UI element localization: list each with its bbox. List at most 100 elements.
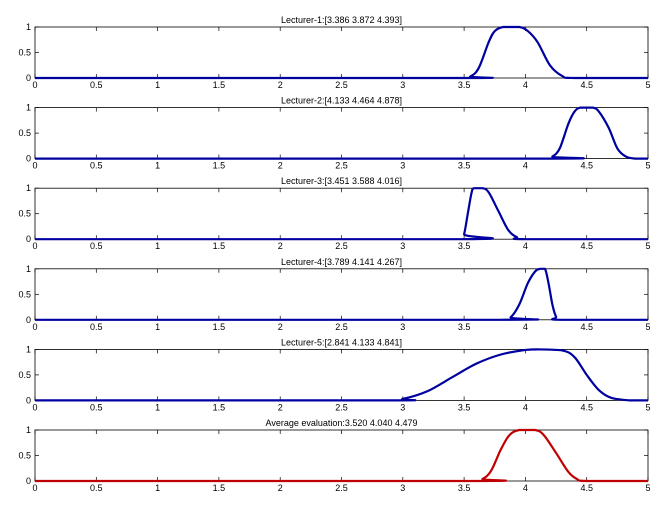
x-tick-label: 3 (400, 241, 405, 251)
x-tick-label: 1 (155, 483, 160, 493)
subplot-3: Lecturer-3:[3.451 3.588 4.016] 0 0.5 1 1.5 2 2… (18, 176, 650, 251)
plot-area (34, 429, 649, 482)
x-tick-label: 1.5 (213, 241, 226, 251)
y-tick-label: 1 (26, 183, 31, 193)
y-tick-label: 0 (26, 476, 31, 486)
x-tick-label: 3.5 (458, 241, 471, 251)
x-tick-label: 5 (645, 80, 650, 90)
x-tick-label: 1 (155, 241, 160, 251)
y-tick-label: 0.5 (18, 48, 31, 58)
x-tick-label: 2 (278, 241, 283, 251)
x-tick-label: 2 (278, 161, 283, 171)
x-tick-label: 1.5 (213, 80, 226, 90)
x-tick-label: 4.5 (580, 241, 593, 251)
x-tick-label: 2 (278, 483, 283, 493)
x-tick-label: 0.5 (90, 80, 103, 90)
x-tick-label: 1.5 (213, 483, 226, 493)
x-tick-label: 4 (523, 80, 528, 90)
x-tick-label: 4 (523, 322, 528, 332)
x-tick-label: 0.5 (90, 322, 103, 332)
y-tick-label: 0.5 (18, 209, 31, 219)
x-tick-label: 0.5 (90, 161, 103, 171)
y-tick-label: 0.5 (18, 289, 31, 299)
x-tick-label: 4 (523, 402, 528, 412)
membership-line (35, 187, 648, 241)
x-tick-label: 2.5 (335, 402, 348, 412)
subplot-1: Lecturer-1:[3.386 3.872 4.393] 0 0.5 1 1.5 2 2… (18, 15, 650, 90)
chart-title: Lecturer-5:[2.841 4.133 4.841] (281, 337, 402, 347)
x-tick-label: 4 (523, 483, 528, 493)
y-tick-label: 0 (26, 234, 31, 244)
chart-title: Lecturer-2:[4.133 4.464 4.878] (281, 96, 402, 106)
subplot-2: Lecturer-2:[4.133 4.464 4.878] 0 0.5 1 1.5 2 2… (18, 96, 650, 171)
plot-area (34, 26, 649, 79)
x-tick-label: 1.5 (213, 402, 226, 412)
membership-line (35, 267, 648, 321)
membership-line (35, 106, 648, 160)
y-tick-label: 0.5 (18, 128, 31, 138)
x-tick-label: 2.5 (335, 80, 348, 90)
y-tick-label: 0 (26, 395, 31, 405)
y-tick-label: 1 (26, 264, 31, 274)
x-tick-label: 0 (32, 241, 37, 251)
x-tick-label: 3 (400, 80, 405, 90)
membership-line (35, 348, 648, 402)
x-tick-label: 2 (278, 402, 283, 412)
chart-title: Lecturer-4:[3.789 4.141 4.267] (281, 257, 402, 267)
y-tick-label: 1 (26, 103, 31, 113)
x-tick-label: 3 (400, 483, 405, 493)
x-tick-label: 1 (155, 161, 160, 171)
x-tick-label: 3.5 (458, 161, 471, 171)
x-tick-label: 0 (32, 161, 37, 171)
x-tick-label: 5 (645, 402, 650, 412)
y-tick-label: 0.5 (18, 370, 31, 380)
x-tick-label: 0.5 (90, 241, 103, 251)
x-tick-label: 4 (523, 161, 528, 171)
x-tick-label: 3 (400, 161, 405, 171)
x-tick-label: 4.5 (580, 402, 593, 412)
y-tick-label: 1 (26, 344, 31, 354)
x-tick-label: 0.5 (90, 402, 103, 412)
x-tick-label: 2.5 (335, 241, 348, 251)
subplot-5: Lecturer-5:[2.841 4.133 4.841] 0 0.5 1 1.5 2 2… (18, 337, 650, 412)
membership-line (35, 428, 648, 483)
y-tick-label: 1 (26, 425, 31, 435)
subplot-4: Lecturer-4:[3.789 4.141 4.267] 0 0.5 1 1.5 2 2… (18, 257, 650, 332)
x-tick-label: 3.5 (458, 80, 471, 90)
x-tick-label: 1.5 (213, 161, 226, 171)
x-tick-label: 4.5 (580, 322, 593, 332)
x-tick-label: 3 (400, 402, 405, 412)
x-tick-label: 2 (278, 80, 283, 90)
x-tick-label: 4 (523, 241, 528, 251)
chart-title: Average evaluation:3.520 4.040 4.479 (266, 418, 418, 428)
plot-area (34, 187, 649, 240)
x-tick-label: 1 (155, 80, 160, 90)
x-tick-label: 5 (645, 161, 650, 171)
y-tick-label: 1 (26, 22, 31, 32)
x-tick-label: 4.5 (580, 80, 593, 90)
x-tick-label: 3 (400, 322, 405, 332)
x-tick-label: 0 (32, 483, 37, 493)
x-tick-label: 1 (155, 322, 160, 332)
y-tick-label: 0 (26, 73, 31, 83)
x-tick-label: 4.5 (580, 483, 593, 493)
x-tick-label: 2.5 (335, 322, 348, 332)
x-tick-label: 0 (32, 322, 37, 332)
plot-area (34, 348, 649, 401)
x-tick-label: 1 (155, 402, 160, 412)
membership-line (34, 25, 648, 80)
chart-title: Lecturer-3:[3.451 3.588 4.016] (281, 176, 402, 186)
x-tick-label: 5 (645, 322, 650, 332)
subplot-6: Average evaluation:3.520 4.040 4.479 0 0.5… (18, 418, 650, 493)
x-tick-label: 0.5 (90, 483, 103, 493)
y-tick-label: 0 (26, 154, 31, 164)
chart-title: Lecturer-1:[3.386 3.872 4.393] (281, 15, 402, 25)
y-tick-label: 0.5 (18, 451, 31, 461)
plot-area (34, 268, 649, 321)
x-tick-label: 3.5 (458, 322, 471, 332)
x-tick-label: 0 (32, 402, 37, 412)
plot-area (34, 107, 649, 159)
x-tick-label: 5 (645, 483, 650, 493)
x-tick-label: 1.5 (213, 322, 226, 332)
